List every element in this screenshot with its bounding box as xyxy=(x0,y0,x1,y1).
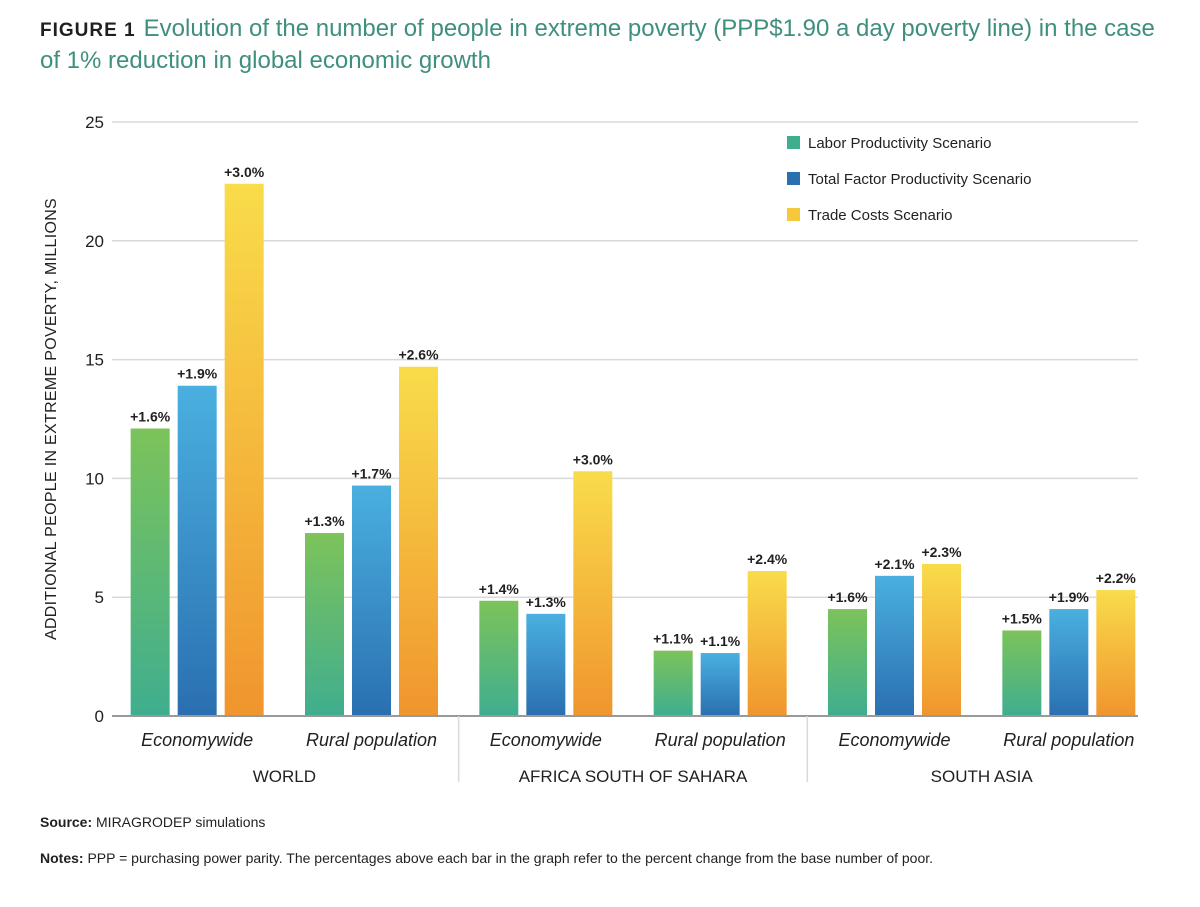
bar-trade xyxy=(224,183,264,716)
data-label: +1.5% xyxy=(1002,610,1043,626)
title-text: Evolution of the number of people in ext… xyxy=(40,15,1155,74)
bar-trade xyxy=(573,471,613,716)
x-category-label: Rural population xyxy=(655,730,786,750)
data-label: +1.3% xyxy=(304,513,345,529)
data-label: +1.1% xyxy=(700,633,741,649)
x-group-label: SOUTH ASIA xyxy=(931,767,1034,786)
data-label: +1.4% xyxy=(479,581,520,597)
y-tick-label: 15 xyxy=(85,351,104,370)
data-label: +2.2% xyxy=(1096,570,1137,586)
bar-labor xyxy=(653,650,693,716)
legend-swatch-labor xyxy=(787,136,800,149)
bar-trade xyxy=(922,563,961,716)
figure-label: FIGURE 1 xyxy=(40,20,136,41)
bar-tfp xyxy=(700,653,740,716)
x-category-label: Economywide xyxy=(490,730,602,750)
data-label: +2.3% xyxy=(921,544,962,560)
data-label: +1.6% xyxy=(130,409,171,425)
x-category-label: Economywide xyxy=(838,730,950,750)
bar-labor xyxy=(479,600,519,716)
grid-lines xyxy=(112,121,1138,598)
legend-label: Labor Productivity Scenario xyxy=(808,135,991,152)
y-axis-title: ADDITIONAL PEOPLE IN EXTREME POVERTY, MI… xyxy=(43,198,60,640)
chart-title: FIGURE 1 Evolution of the number of peopl… xyxy=(40,14,1160,76)
y-tick-label: 20 xyxy=(85,232,104,251)
bar-labor xyxy=(130,428,170,716)
data-label: +1.7% xyxy=(351,466,392,482)
notes: Notes: PPP = purchasing power parity. Th… xyxy=(40,848,1150,868)
legend: Labor Productivity Scenario Total Factor … xyxy=(787,135,1031,224)
y-tick-label: 5 xyxy=(95,588,104,607)
axes: 0 5 10 15 20 25 ADDITIONAL PEOPLE IN EXTREME P… xyxy=(43,113,1138,786)
data-label: +1.9% xyxy=(177,366,218,382)
data-label: +2.1% xyxy=(874,556,915,572)
data-label: +1.6% xyxy=(827,589,868,605)
source-text: MIRAGRODEP simulations xyxy=(96,814,266,830)
x-category-label: Rural population xyxy=(1003,730,1134,750)
bar-chart: +1.6% +1.9% +3.0% +1.3% +1.7% +2.6% +1.4% +1.3%… xyxy=(43,113,1138,786)
bar-tfp xyxy=(177,385,217,716)
x-group-label: AFRICA SOUTH OF SAHARA xyxy=(519,767,748,786)
data-label: +2.4% xyxy=(747,551,788,567)
bars xyxy=(130,183,1136,716)
data-label: +1.9% xyxy=(1049,589,1090,605)
data-label: +3.0% xyxy=(573,451,614,467)
legend-label: Total Factor Productivity Scenario xyxy=(808,171,1031,188)
bar-labor xyxy=(305,533,344,716)
source-label: Source: xyxy=(40,814,93,830)
bar-labor xyxy=(828,609,867,716)
bar-trade xyxy=(747,571,787,716)
bar-trade xyxy=(399,366,438,716)
data-labels: +1.6% +1.9% +3.0% +1.3% +1.7% +2.6% +1.4% +1.3%… xyxy=(130,164,1136,649)
notes-label: Notes: xyxy=(40,850,84,866)
data-label: +1.3% xyxy=(526,594,567,610)
data-label: +1.1% xyxy=(653,631,694,647)
y-tick-label: 0 xyxy=(95,707,104,726)
bar-tfp xyxy=(526,613,566,716)
bar-tfp xyxy=(352,485,391,716)
x-category-label: Rural population xyxy=(306,730,437,750)
notes-text: PPP = purchasing power parity. The perce… xyxy=(87,850,934,866)
source-note: Source: MIRAGRODEP simulations xyxy=(40,812,1150,832)
x-category-label: Economywide xyxy=(141,730,253,750)
bar-trade xyxy=(1096,590,1136,716)
x-group-label: WORLD xyxy=(253,767,316,786)
y-tick-label: 25 xyxy=(85,113,104,132)
data-label: +3.0% xyxy=(224,164,265,180)
y-tick-label: 10 xyxy=(85,469,104,488)
legend-label: Trade Costs Scenario xyxy=(808,207,953,224)
legend-swatch-trade xyxy=(787,208,800,221)
bar-tfp xyxy=(875,575,914,716)
bar-labor xyxy=(1002,630,1042,716)
bar-tfp xyxy=(1049,609,1089,716)
legend-swatch-tfp xyxy=(787,172,800,185)
data-label: +2.6% xyxy=(398,347,439,363)
